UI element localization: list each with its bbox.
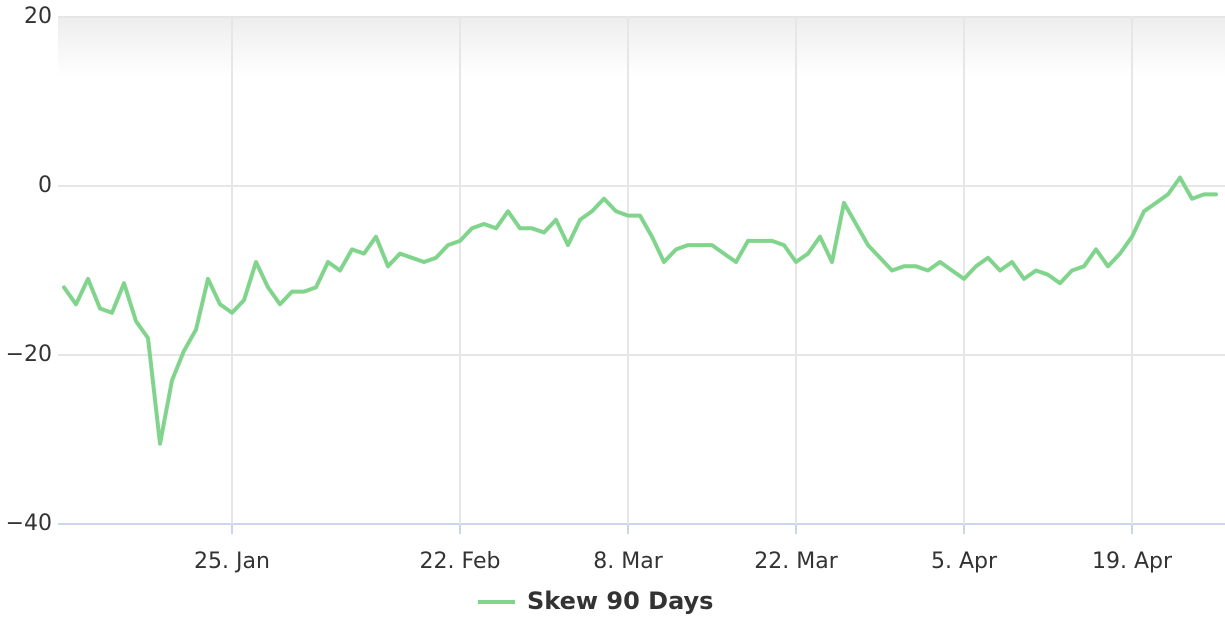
- y-tick-label: −20: [6, 342, 52, 367]
- y-tick-label: 0: [38, 173, 52, 198]
- x-tick-label: 22. Mar: [754, 549, 838, 574]
- grid: [58, 16, 1225, 534]
- legend[interactable]: Skew 90 Days: [478, 587, 713, 615]
- x-tick-label: 8. Mar: [593, 549, 663, 574]
- x-tick-label: 5. Apr: [931, 549, 998, 574]
- line-series: [62, 175, 1218, 446]
- y-tick-label: 20: [24, 4, 52, 29]
- legend-label: Skew 90 Days: [527, 587, 713, 615]
- x-tick-label: 19. Apr: [1092, 549, 1173, 574]
- x-tick-label: 22. Feb: [420, 549, 501, 574]
- plot-background: [58, 17, 1225, 77]
- labels: −40 −20 0 20 25. Jan 22. Feb 8. Mar 22. Mar 5. A…: [6, 4, 1173, 574]
- y-tick-label: −40: [6, 511, 52, 536]
- x-tick-label: 25. Jan: [194, 549, 270, 574]
- marks: [62, 175, 1218, 446]
